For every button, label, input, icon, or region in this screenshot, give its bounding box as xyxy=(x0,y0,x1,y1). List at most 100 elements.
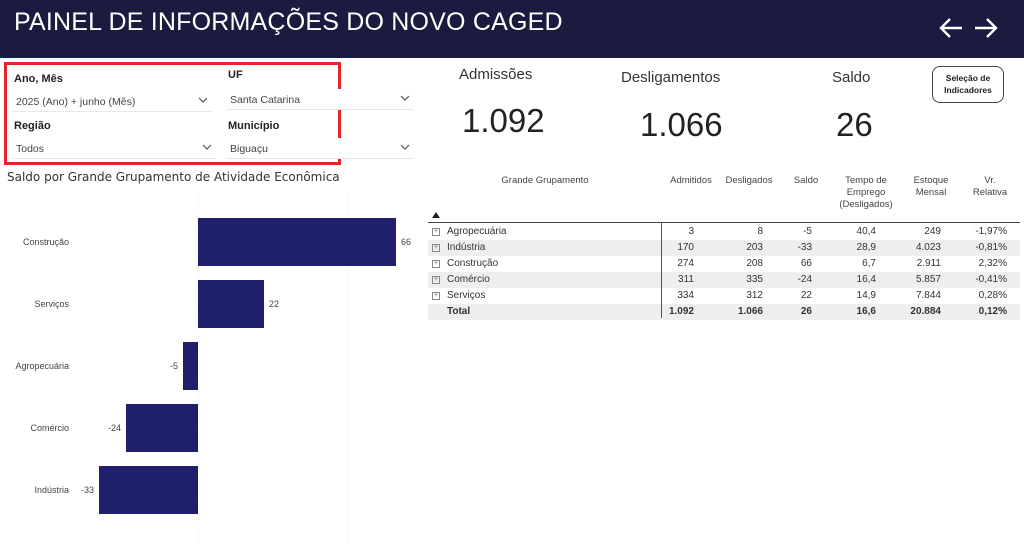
chart-title: Saldo por Grande Grupamento de Atividade… xyxy=(7,170,340,184)
chart-data-label: 66 xyxy=(401,237,411,247)
cell-tempo: 40,4 xyxy=(856,226,876,237)
cell-estoque: 7.844 xyxy=(915,290,941,301)
cell-vr: 0,28% xyxy=(978,290,1007,301)
cell-admitidos: 170 xyxy=(677,242,694,253)
expand-icon[interactable]: + xyxy=(432,244,440,252)
table-row[interactable]: + Indústria 170 203 -33 28,9 4.023 -0,81% xyxy=(428,240,1020,256)
expand-icon[interactable]: + xyxy=(432,260,440,268)
cell-saldo: 26 xyxy=(800,306,812,317)
cell-saldo: 22 xyxy=(800,290,812,301)
filter-label-ano-mes: Ano, Mês xyxy=(14,73,63,85)
cell-tempo: 28,9 xyxy=(856,242,876,253)
arrow-right-icon[interactable] xyxy=(973,14,999,42)
filter-label-uf: UF xyxy=(228,69,243,81)
cell-desligados: 1.066 xyxy=(737,306,763,317)
cell-saldo: -24 xyxy=(797,274,812,285)
arrow-left-icon[interactable] xyxy=(938,14,964,42)
cell-estoque: 2.911 xyxy=(916,258,941,269)
selecao-indicadores-line1: Seleção de xyxy=(945,73,991,83)
cell-vr: 2,32% xyxy=(978,258,1007,269)
cell-tempo: 14,9 xyxy=(856,290,876,301)
table-column-divider xyxy=(661,222,662,318)
kpi-saldo-value: 26 xyxy=(836,106,873,143)
col-header-estoque[interactable]: Estoque Mensal xyxy=(902,175,960,199)
row-group-name: Construção xyxy=(447,258,499,269)
chart-bar xyxy=(198,218,396,266)
cell-vr: -0,41% xyxy=(975,274,1007,285)
chart-category-label: Serviços xyxy=(34,299,69,309)
col-header-estoque-line1: Estoque xyxy=(913,175,949,186)
col-header-tempo-line1: Tempo de xyxy=(845,175,887,186)
kpi-desligamentos-label: Desligamentos xyxy=(621,69,721,86)
cell-vr: -1,97% xyxy=(975,226,1007,237)
cell-desligados: 8 xyxy=(757,226,763,237)
cell-vr: -0,81% xyxy=(975,242,1007,253)
cell-desligados: 203 xyxy=(746,242,763,253)
cell-vr: 0,12% xyxy=(978,306,1007,317)
table-row[interactable]: + Serviços 334 312 22 14,9 7.844 0,28% xyxy=(428,288,1020,304)
chart-bar xyxy=(198,280,264,328)
table-row[interactable]: + Agropecuária 3 8 -5 40,4 249 -1,97% xyxy=(428,224,1020,240)
cell-estoque: 4.023 xyxy=(915,242,941,253)
cell-tempo: 16,6 xyxy=(856,306,876,317)
col-header-group[interactable]: Grande Grupamento xyxy=(501,175,589,186)
dropdown-uf[interactable]: Santa Catarina xyxy=(226,89,414,110)
chart-category-label: Agropecuária xyxy=(15,361,69,371)
col-header-tempo-line3: (Desligados) xyxy=(839,199,893,210)
chart-bar xyxy=(99,466,198,514)
chevron-down-icon xyxy=(202,144,212,150)
dropdown-municipio[interactable]: Biguaçu xyxy=(226,138,414,159)
chart-category-label: Construção xyxy=(23,237,69,247)
cell-estoque: 5.857 xyxy=(915,274,941,285)
cell-desligados: 335 xyxy=(746,274,763,285)
dropdown-municipio-value: Biguaçu xyxy=(230,143,268,155)
cell-admitidos: 334 xyxy=(677,290,694,301)
expand-icon[interactable]: + xyxy=(432,228,440,236)
chart-category-label: Indústria xyxy=(34,485,69,495)
chart-category-label: Comércio xyxy=(30,423,69,433)
table-row[interactable]: + Comércio 311 335 -24 16,4 5.857 -0,41% xyxy=(428,272,1020,288)
selecao-indicadores-button[interactable]: Seleção de Indicadores xyxy=(932,66,1004,103)
row-group-name: Indústria xyxy=(447,242,486,253)
chart-bar xyxy=(183,342,198,390)
expand-icon[interactable]: + xyxy=(432,292,440,300)
chart-data-label: -5 xyxy=(170,361,178,371)
header-bar: PAINEL DE INFORMAÇÕES DO NOVO CAGED xyxy=(0,0,1024,58)
dropdown-regiao[interactable]: Todos xyxy=(12,138,216,159)
kpi-desligamentos-value: 1.066 xyxy=(640,106,723,143)
col-header-vr-relativa[interactable]: Vr. Relativa xyxy=(962,175,1018,199)
col-header-vr-line2: Relativa xyxy=(972,187,1008,198)
dropdown-regiao-value: Todos xyxy=(16,143,45,155)
cell-estoque: 249 xyxy=(924,226,941,237)
chart-bar xyxy=(126,404,198,452)
cell-estoque: 20.884 xyxy=(910,306,941,317)
cell-desligados: 208 xyxy=(746,258,763,269)
sort-ascending-icon[interactable] xyxy=(432,212,440,218)
col-header-desligados[interactable]: Desligados xyxy=(725,175,773,186)
row-group-name: Total xyxy=(447,306,471,317)
col-header-saldo[interactable]: Saldo xyxy=(793,175,819,186)
cell-admitidos: 3 xyxy=(688,226,694,237)
col-header-vr-line1: Vr. xyxy=(984,175,996,186)
chart-data-label: -24 xyxy=(108,423,121,433)
kpi-admissoes-value: 1.092 xyxy=(462,102,545,139)
cell-saldo: 66 xyxy=(800,258,812,269)
cell-admitidos: 1.092 xyxy=(668,306,694,317)
chevron-down-icon xyxy=(198,97,208,103)
table-row[interactable]: + Construção 274 208 66 6,7 2.911 2,32% xyxy=(428,256,1020,272)
cell-tempo: 6,7 xyxy=(862,258,876,269)
expand-icon[interactable]: + xyxy=(432,276,440,284)
chevron-down-icon xyxy=(400,95,410,101)
col-header-tempo-line2: Emprego xyxy=(846,187,886,198)
dropdown-ano-mes-value: 2025 (Ano) + junho (Mês) xyxy=(16,96,136,108)
chevron-down-icon xyxy=(400,144,410,150)
dropdown-ano-mes[interactable]: 2025 (Ano) + junho (Mês) xyxy=(12,91,212,112)
cell-saldo: -33 xyxy=(797,242,812,253)
dropdown-uf-value: Santa Catarina xyxy=(230,94,301,106)
filter-label-municipio: Município xyxy=(228,120,280,132)
col-header-tempo-emprego[interactable]: Tempo de Emprego (Desligados) xyxy=(832,175,900,211)
col-header-admitidos[interactable]: Admitidos xyxy=(670,175,712,186)
chart-data-label: 22 xyxy=(269,299,279,309)
kpi-admissoes-label: Admissões xyxy=(459,66,533,83)
cell-tempo: 16,4 xyxy=(856,274,876,285)
